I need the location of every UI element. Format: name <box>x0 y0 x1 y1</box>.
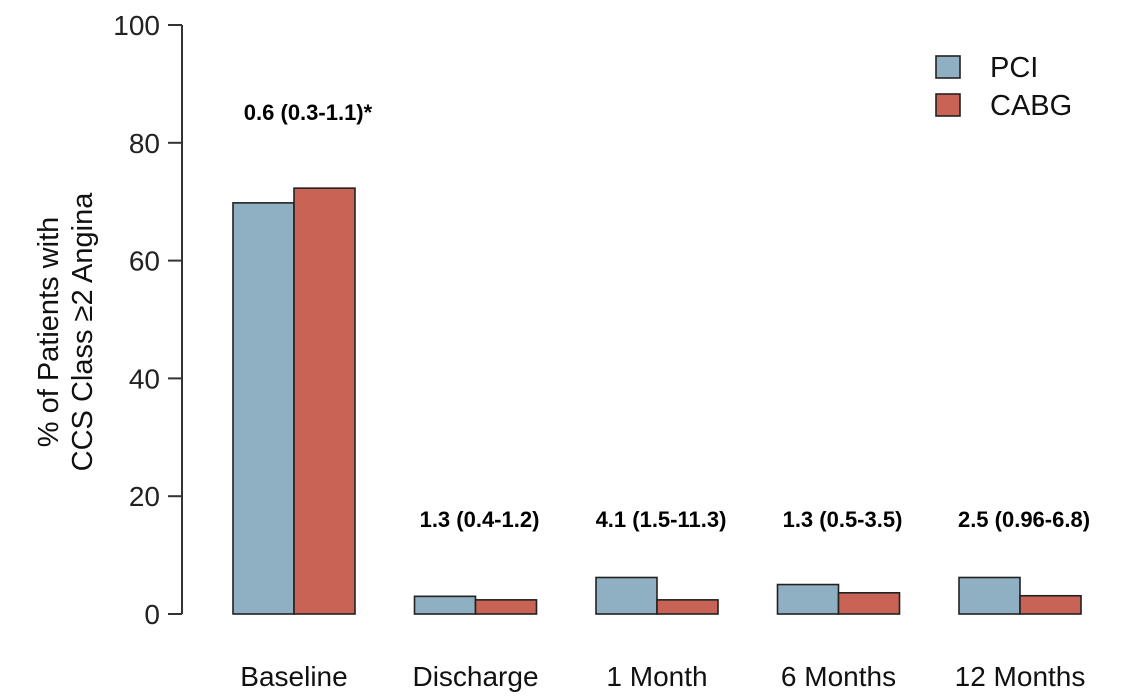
bar-cabg-12-months <box>1019 594 1082 615</box>
bars <box>232 187 1082 615</box>
y-tick-label: 80 <box>129 128 160 159</box>
bar-pci-12-months <box>958 576 1021 615</box>
y-tick-label: 60 <box>129 246 160 277</box>
category-label: 12 Months <box>955 661 1086 692</box>
annotations: 0.6 (0.3-1.1)* 1.3 (0.4-1.2) 4.1 (1.5-11.3… <box>244 100 1090 532</box>
legend-label-pci: PCI <box>990 52 1038 84</box>
annotation-label: 2.5 (0.96-6.8) <box>958 507 1090 532</box>
category-labels: Baseline Discharge 1 Month 6 Months 12 Month… <box>240 661 1085 692</box>
bar-pci-6-months <box>776 583 840 615</box>
category-label: Discharge <box>412 661 538 692</box>
y-axis: 0 20 40 60 80 100 <box>113 10 183 630</box>
annotation-label: 4.1 (1.5-11.3) <box>596 507 727 532</box>
annotation-label: 1.3 (0.4-1.2) <box>420 507 540 532</box>
bar-pci-1-month <box>595 576 658 615</box>
bar-cabg-1-month <box>656 599 719 615</box>
category-label: 6 Months <box>781 661 896 692</box>
legend-swatch-pci <box>935 55 961 79</box>
bar-cabg-6-months <box>837 591 901 615</box>
bar-pci-baseline <box>232 202 295 615</box>
y-tick-label: 0 <box>144 599 160 630</box>
y-tick-label: 20 <box>129 481 160 512</box>
y-axis-title-line-2: CCS Class ≥2 Angina <box>67 192 99 472</box>
annotation-label: 1.3 (0.5-3.5) <box>783 507 903 532</box>
category-label: Baseline <box>240 661 347 692</box>
bar-cabg-discharge <box>474 599 538 615</box>
legend-swatch-cabg <box>935 93 961 117</box>
bar-pci-discharge <box>413 595 477 615</box>
y-tick-label: 40 <box>129 363 160 394</box>
category-label: 1 Month <box>606 661 707 692</box>
y-axis-title-line-1: % of Patients with <box>33 217 65 448</box>
annotation-label: 0.6 (0.3-1.1)* <box>244 100 373 125</box>
legend-label-cabg: CABG <box>990 90 1072 122</box>
y-tick-label: 100 <box>113 10 160 41</box>
legend: PCI CABG <box>935 52 1072 122</box>
bar-cabg-baseline <box>293 187 356 615</box>
y-axis-title: % of Patients with CCS Class ≥2 Angina <box>33 192 99 472</box>
